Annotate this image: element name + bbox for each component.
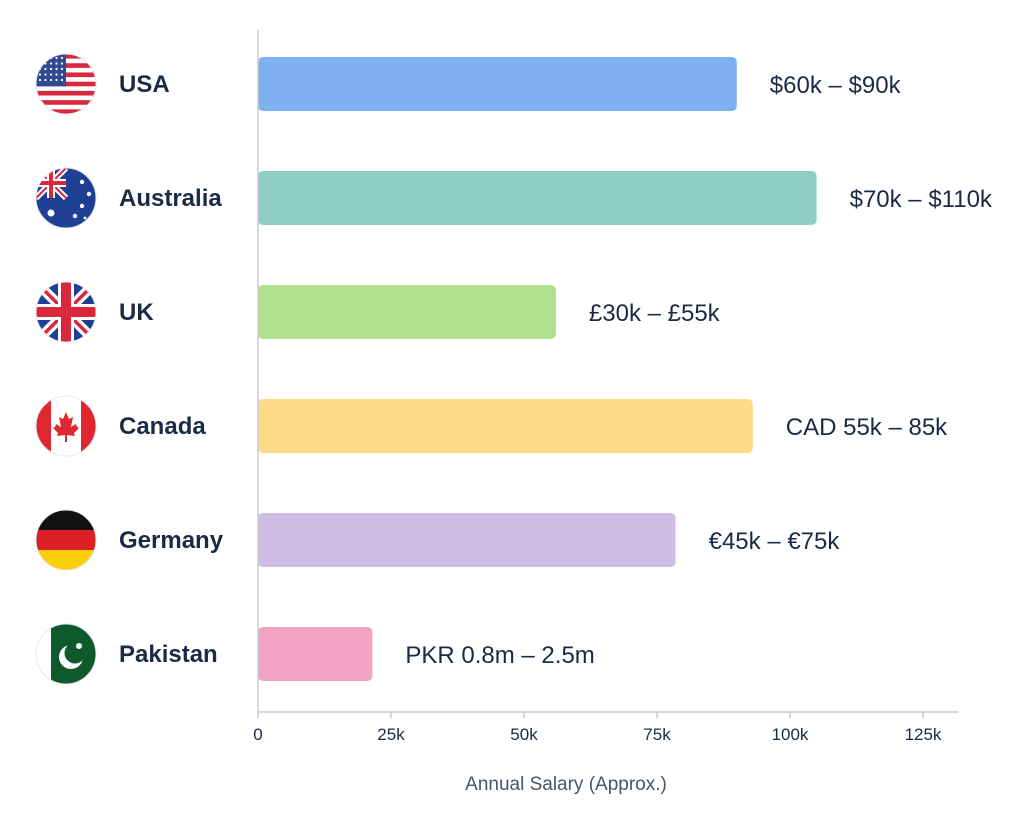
value-label-usa: $60k – $90k: [770, 72, 902, 99]
x-axis-title: Annual Salary (Approx.): [465, 774, 667, 795]
pakistan-flag-icon: [35, 623, 97, 685]
category-label-pakistan: Pakistan: [119, 641, 218, 668]
bar-canada: [258, 399, 753, 453]
x-tick-label: 75k: [643, 725, 671, 744]
category-label-canada: Canada: [119, 413, 206, 440]
x-tick-label: 25k: [377, 725, 405, 744]
uk-flag-icon: [35, 281, 97, 343]
category-label-uk: UK: [119, 299, 154, 326]
x-tick-label: 100k: [772, 725, 809, 744]
bar-usa: [258, 57, 737, 111]
value-label-canada: CAD 55k – 85k: [786, 414, 948, 441]
bar-pakistan: [258, 627, 373, 681]
x-tick-label: 125k: [905, 725, 942, 744]
category-label-australia: Australia: [119, 185, 222, 212]
category-label-usa: USA: [119, 71, 170, 98]
germany-flag-icon: [35, 509, 97, 571]
australia-flag-icon: [35, 167, 97, 229]
bar-germany: [258, 513, 676, 567]
value-label-germany: €45k – €75k: [709, 528, 841, 555]
bar-australia: [258, 171, 817, 225]
usa-flag-icon: [35, 53, 97, 115]
category-label-germany: Germany: [119, 527, 224, 554]
canada-flag-icon: [35, 395, 97, 457]
value-label-uk: £30k – £55k: [589, 300, 721, 327]
value-label-pakistan: PKR 0.8m – 2.5m: [405, 642, 594, 669]
x-tick-label: 0: [253, 725, 262, 744]
value-label-australia: $70k – $110k: [850, 186, 993, 213]
x-tick-label: 50k: [510, 725, 538, 744]
bar-uk: [258, 285, 556, 339]
